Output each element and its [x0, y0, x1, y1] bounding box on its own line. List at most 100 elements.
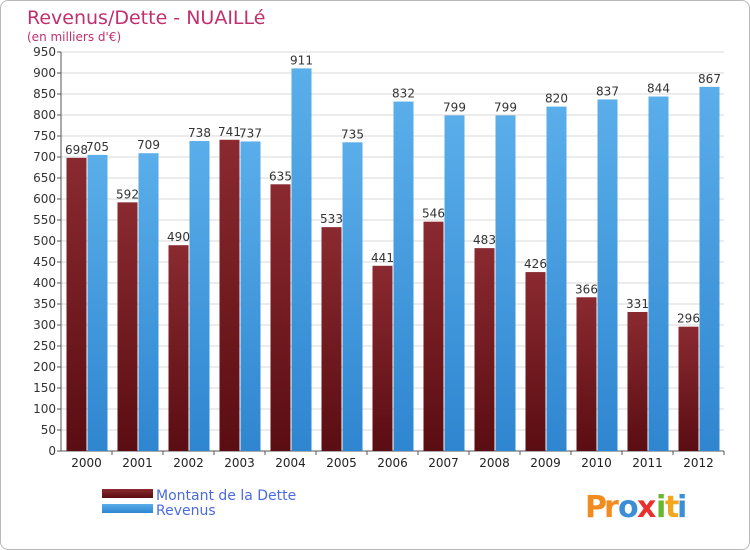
x-tick-label: 2004	[275, 456, 306, 470]
data-label-revenus: 705	[86, 140, 109, 154]
logo-letter: t	[665, 490, 679, 525]
x-tick-label: 2003	[224, 456, 255, 470]
bar-revenus	[87, 154, 108, 451]
bar-revenus	[138, 153, 159, 451]
bar-debt	[678, 326, 699, 451]
x-tick-label: 2007	[428, 456, 459, 470]
y-tick-label: 150	[33, 381, 56, 395]
y-tick-label: 400	[33, 276, 56, 290]
y-tick-label: 0	[48, 444, 56, 458]
logo-letter: P	[585, 490, 607, 525]
bar-revenus	[393, 101, 414, 451]
y-tick-label: 500	[33, 234, 56, 248]
data-label-revenus: 867	[698, 72, 721, 86]
y-tick-label: 600	[33, 192, 56, 206]
data-label-revenus: 799	[494, 100, 517, 114]
bar-debt	[219, 139, 240, 451]
logo-letter: i	[656, 490, 666, 525]
bar-debt	[117, 202, 138, 451]
bar-revenus	[597, 99, 618, 452]
y-tick-label: 300	[33, 318, 56, 332]
data-label-revenus: 837	[596, 84, 619, 98]
logo-letter: i	[677, 490, 687, 525]
bar-debt	[525, 272, 546, 451]
x-tick-label: 2001	[122, 456, 153, 470]
data-label-revenus: 911	[290, 53, 313, 67]
data-label-debt: 741	[218, 125, 241, 139]
bar-debt	[372, 265, 393, 451]
data-label-debt: 296	[677, 312, 700, 326]
y-tick-label: 800	[33, 108, 56, 122]
bar-revenus	[699, 86, 720, 452]
bar-debt	[168, 245, 189, 451]
y-tick-label: 650	[33, 171, 56, 185]
bar-debt	[423, 221, 444, 451]
bar-revenus	[648, 96, 669, 452]
y-tick-label: 200	[33, 360, 56, 374]
logo-letter: o	[618, 490, 639, 525]
bar-revenus	[342, 142, 363, 452]
data-label-debt: 490	[167, 230, 190, 244]
y-tick-label: 50	[41, 423, 56, 437]
legend-swatch-revenus	[102, 504, 153, 513]
data-label-revenus: 820	[545, 92, 568, 106]
x-tick-label: 2011	[632, 456, 663, 470]
y-tick-label: 700	[33, 150, 56, 164]
proxiti-logo: Pr ox iti	[585, 490, 687, 525]
bar-debt	[321, 227, 342, 451]
x-tick-label: 2009	[530, 456, 561, 470]
data-label-debt: 533	[320, 212, 343, 226]
bar-debt	[270, 184, 291, 452]
y-tick-label: 750	[33, 129, 56, 143]
bar-revenus	[444, 115, 465, 452]
legend: Montant de la Dette Revenus	[102, 488, 296, 519]
data-label-revenus: 735	[341, 127, 364, 141]
x-tick-label: 2010	[581, 456, 612, 470]
bar-revenus	[291, 68, 312, 451]
data-label-debt: 698	[65, 143, 88, 157]
data-label-revenus: 738	[188, 126, 211, 140]
bar-debt	[627, 311, 648, 451]
data-label-revenus: 832	[392, 87, 415, 101]
y-tick-label: 450	[33, 255, 56, 269]
bar-debt	[576, 297, 597, 451]
y-tick-label: 100	[33, 402, 56, 416]
x-tick-label: 2006	[377, 456, 408, 470]
bar-revenus	[546, 106, 567, 451]
logo-letter: r	[604, 490, 619, 525]
legend-label-revenus: Revenus	[156, 503, 216, 519]
x-tick-label: 2012	[683, 456, 714, 470]
data-label-revenus: 737	[239, 126, 262, 140]
data-label-debt: 592	[116, 187, 139, 201]
y-tick-label: 850	[33, 87, 56, 101]
y-tick-label: 350	[33, 297, 56, 311]
bar-debt	[474, 248, 495, 451]
bar-debt	[66, 157, 87, 451]
x-tick-label: 2002	[173, 456, 204, 470]
data-label-revenus: 844	[647, 82, 670, 96]
bar-revenus	[240, 141, 261, 451]
data-label-debt: 546	[422, 207, 445, 221]
y-tick-label: 250	[33, 339, 56, 353]
data-label-debt: 331	[626, 297, 649, 311]
legend-swatch-debt	[102, 489, 153, 498]
y-tick-label: 950	[33, 45, 56, 59]
bar-revenus	[495, 115, 516, 452]
data-label-debt: 366	[575, 282, 598, 296]
x-tick-label: 2000	[71, 456, 102, 470]
axes: 0 50 100 150 200 250 300 350 400 450 500 550 600 650 7…	[33, 45, 725, 470]
data-label-debt: 635	[269, 169, 292, 183]
data-label-revenus: 709	[137, 138, 160, 152]
data-label-debt: 483	[473, 233, 496, 247]
bar-revenus	[189, 141, 210, 452]
data-label-revenus: 799	[443, 100, 466, 114]
logo-letter: x	[637, 490, 656, 525]
x-tick-label: 2008	[479, 456, 510, 470]
y-tick-label: 900	[33, 66, 56, 80]
chart-title: Revenus/Dette - NUAILLé	[27, 7, 265, 29]
chart-subtitle: (en milliers d'€)	[27, 30, 121, 44]
data-label-debt: 441	[371, 251, 394, 265]
